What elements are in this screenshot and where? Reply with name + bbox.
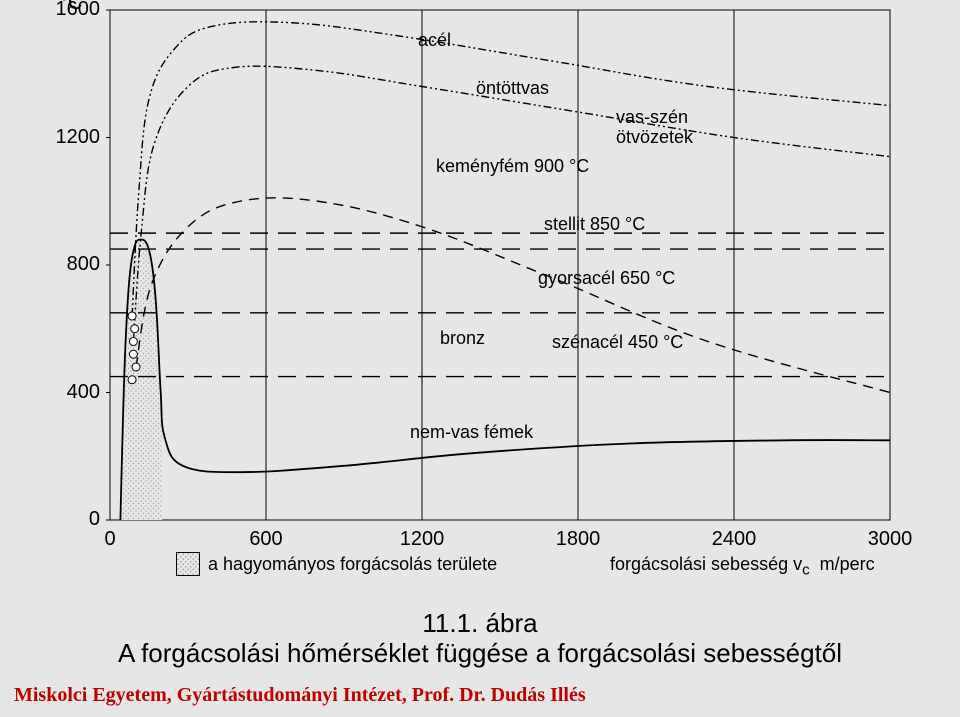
x-axis-sub: c: [802, 562, 810, 579]
y-unit: °C: [60, 0, 100, 15]
legend: a hagyományos forgácsolás területe: [176, 552, 497, 576]
x-axis-unit: m/perc: [820, 554, 875, 574]
x-tick-0: 0: [104, 528, 115, 551]
footer-credit: Miskolci Egyetem, Gyártástudományi Intéz…: [14, 684, 586, 707]
x-tick-3000: 3000: [868, 528, 913, 551]
x-tick-2400: 2400: [712, 528, 757, 551]
label-vasszen-l1: vas-szén: [616, 107, 688, 127]
figure-number: 11.1. ábra: [0, 608, 960, 639]
legend-swatch: [176, 552, 200, 576]
chart-area: 1600 1200 800 400 0 °C 0 600 1200 1800 2…: [0, 0, 960, 600]
x-tick-600: 600: [249, 528, 282, 551]
label-ontottvas: öntöttvas: [476, 78, 549, 99]
y-tick-800: 800: [40, 253, 100, 276]
x-tick-1200: 1200: [400, 528, 445, 551]
label-acel: acél: [418, 30, 451, 51]
y-tick-0: 0: [40, 508, 100, 531]
label-szenacel: szénacél 450 °C: [552, 332, 683, 353]
legend-label: a hagyományos forgácsolás területe: [208, 554, 497, 575]
figure-title: A forgácsolási hőmérséklet függése a for…: [0, 638, 960, 669]
y-tick-1200: 1200: [40, 126, 100, 149]
x-axis-label: forgácsolási sebesség v: [610, 554, 802, 574]
label-nemvas: nem-vas fémek: [410, 422, 533, 443]
label-stellit: stellit 850 °C: [544, 214, 645, 235]
x-axis-title: forgácsolási sebesség vc m/perc: [610, 554, 875, 579]
label-kemenyfem: keményfém 900 °C: [436, 156, 589, 177]
x-tick-1800: 1800: [556, 528, 601, 551]
label-vasszen: vas-szén ötvözetek: [616, 108, 693, 148]
label-vasszen-l2: ötvözetek: [616, 127, 693, 147]
page: 1600 1200 800 400 0 °C 0 600 1200 1800 2…: [0, 0, 960, 717]
y-tick-400: 400: [40, 381, 100, 404]
label-gyorsacel: gyorsacél 650 °C: [538, 268, 675, 289]
label-bronz: bronz: [440, 328, 485, 349]
